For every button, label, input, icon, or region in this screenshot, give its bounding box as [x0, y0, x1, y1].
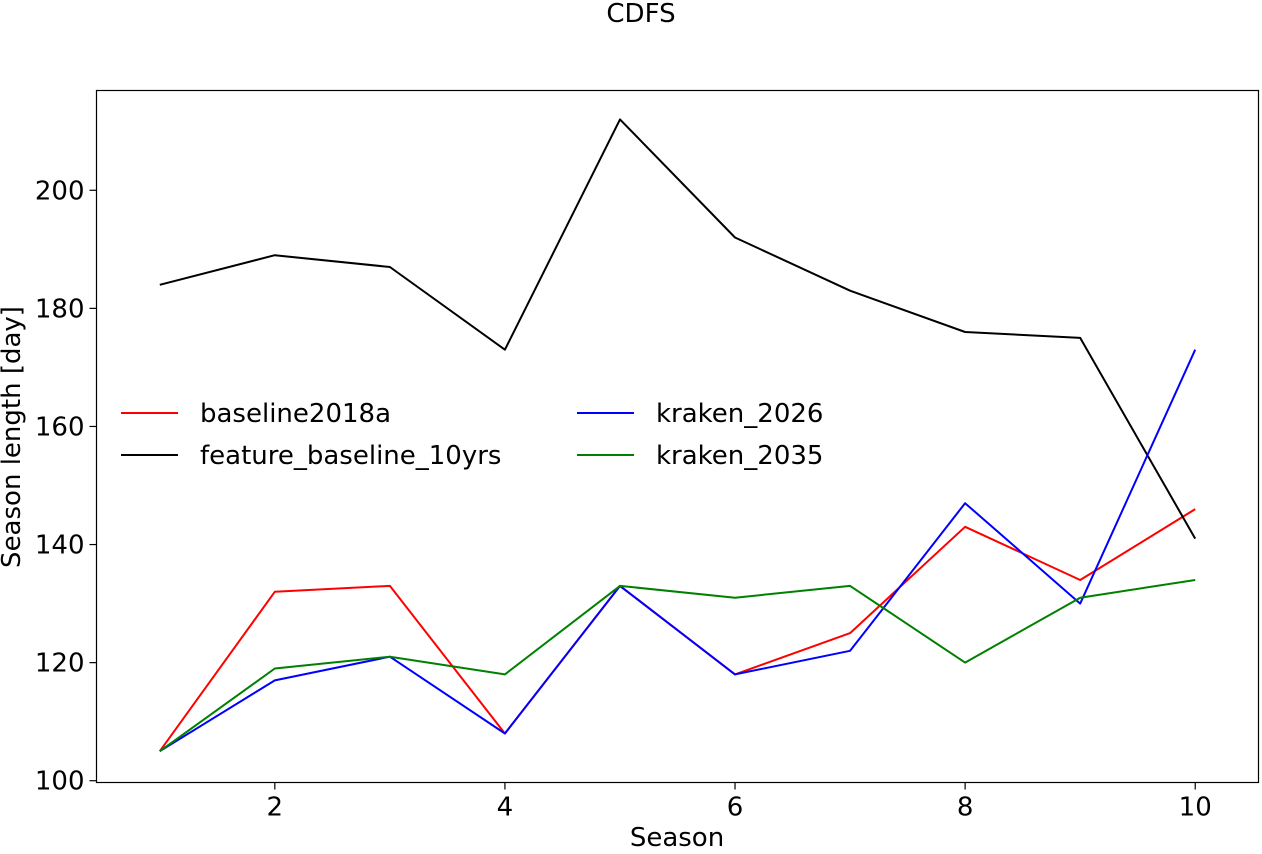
- y-tick-label: 120: [35, 649, 85, 679]
- x-axis-label: Season: [630, 823, 724, 853]
- y-tick-label: 140: [35, 531, 85, 561]
- x-tick-label: 6: [727, 793, 744, 823]
- legend: baseline2018a feature_baseline_10yrs krake…: [121, 399, 823, 471]
- legend-label: kraken_2035: [656, 441, 823, 471]
- legend-label: baseline2018a: [200, 399, 391, 429]
- series-line-feature-baseline-10yrs: [159, 118, 1197, 540]
- x-axis: 2 4 6 8 10: [267, 782, 1212, 823]
- chart-title: CDFS: [606, 0, 675, 29]
- y-tick-label: 180: [35, 294, 85, 324]
- y-tick-label: 160: [35, 412, 85, 442]
- plot-frame: [95, 89, 1260, 784]
- x-tick-label: 10: [1179, 793, 1212, 823]
- y-tick-label: 200: [35, 176, 85, 206]
- series-layer: [158, 118, 1197, 753]
- series-line-kraken-2026: [159, 349, 1197, 753]
- legend-label: feature_baseline_10yrs: [200, 441, 501, 471]
- y-axis: 100 120 140 160 180 200: [35, 176, 97, 797]
- x-tick-label: 2: [267, 793, 284, 823]
- x-tick-label: 8: [957, 793, 974, 823]
- x-tick-label: 4: [497, 793, 514, 823]
- series-line-kraken-2035: [159, 579, 1196, 753]
- y-axis-label: Season length [day]: [0, 306, 27, 568]
- legend-label: kraken_2026: [656, 399, 823, 429]
- y-tick-label: 100: [35, 767, 85, 797]
